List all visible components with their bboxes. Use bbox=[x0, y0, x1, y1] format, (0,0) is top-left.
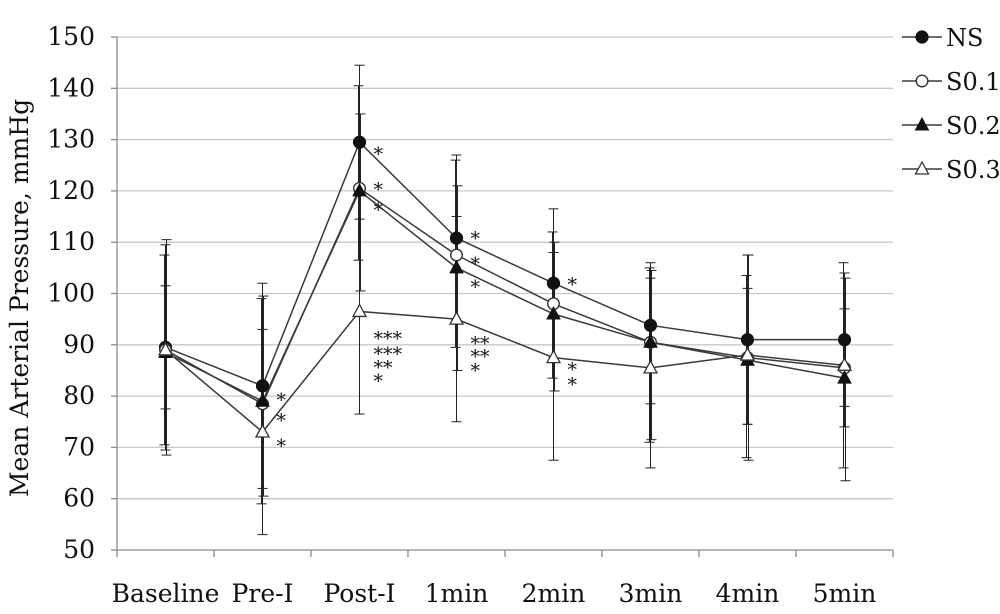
significance-annotations: ************************** bbox=[277, 143, 578, 457]
y-tick-label: 140 bbox=[47, 73, 95, 102]
significance-marker: * bbox=[568, 274, 578, 296]
significance-marker: * bbox=[471, 228, 481, 250]
marker-s0-3 bbox=[157, 341, 174, 356]
significance-marker: * bbox=[277, 436, 287, 458]
y-tick-label: 90 bbox=[63, 330, 95, 359]
marker-ns bbox=[643, 318, 658, 332]
significance-marker: * bbox=[568, 374, 578, 396]
significance-marker: * bbox=[374, 200, 384, 222]
significance-marker: * bbox=[374, 143, 384, 165]
significance-marker: * bbox=[374, 179, 384, 201]
marker-ns bbox=[546, 276, 561, 290]
marker-s0-2 bbox=[255, 393, 270, 407]
marker-s0-2 bbox=[352, 182, 367, 197]
legend-label-ns: NS bbox=[946, 24, 983, 52]
marker-ns bbox=[255, 379, 270, 393]
marker-s0-3 bbox=[545, 349, 562, 364]
significance-marker: * bbox=[471, 277, 481, 299]
significance-marker: * bbox=[374, 371, 384, 393]
significance-marker: ** bbox=[374, 357, 394, 379]
significance-marker: * bbox=[471, 254, 481, 276]
marker-s0-2 bbox=[837, 370, 852, 384]
marker-s0-2 bbox=[643, 334, 658, 348]
significance-marker: *** bbox=[374, 328, 403, 350]
y-tick-label: 70 bbox=[63, 432, 95, 461]
series-line-s0-3 bbox=[165, 310, 845, 434]
marker-ns bbox=[740, 333, 755, 347]
x-tick-label: 1min bbox=[425, 579, 489, 608]
legend-marker-s0-2 bbox=[914, 116, 930, 131]
x-tick-label: 2min bbox=[522, 579, 586, 608]
x-tick-label: Baseline bbox=[112, 579, 220, 608]
significance-marker: *** bbox=[374, 343, 403, 365]
data-markers bbox=[157, 135, 853, 438]
axes: 50 60 70 80 90 100 110 120 130 140 150 Baseline Pre-… bbox=[47, 22, 894, 608]
legend-label-s0-3: S0.3 bbox=[946, 156, 1000, 184]
y-tick-label: 80 bbox=[63, 381, 95, 410]
x-tick-label: Pre-I bbox=[232, 579, 294, 608]
legend-marker-ns bbox=[915, 30, 929, 44]
marker-ns bbox=[837, 333, 852, 347]
marker-ns bbox=[352, 135, 367, 149]
x-tick-label: 3min bbox=[619, 579, 683, 608]
marker-s0-3 bbox=[351, 303, 368, 318]
y-tick-label: 120 bbox=[47, 176, 95, 205]
y-tick-label: 60 bbox=[63, 484, 95, 513]
legend-label-s0-1: S0.1 bbox=[946, 68, 1000, 96]
marker-s0-2 bbox=[449, 259, 464, 274]
marker-s0-3 bbox=[836, 356, 853, 371]
legend-label-s0-2: S0.2 bbox=[946, 112, 1000, 140]
y-tick-label: 150 bbox=[47, 22, 95, 51]
y-axis-label: Mean Arterial Pressure, mmHg bbox=[5, 99, 34, 497]
x-tick-label: 5min bbox=[813, 579, 877, 608]
marker-s0-3 bbox=[739, 346, 756, 361]
significance-marker: * bbox=[471, 360, 481, 382]
series-lines bbox=[165, 140, 845, 434]
marker-s0-1 bbox=[450, 248, 464, 262]
legend-marker-s0-3 bbox=[914, 160, 930, 175]
gridlines bbox=[117, 36, 893, 500]
y-tick-label: 100 bbox=[47, 279, 95, 308]
marker-s0-3 bbox=[448, 310, 465, 325]
legend: NS S0.1 S0.2 S0.3 bbox=[902, 24, 1000, 184]
y-tick-label: 50 bbox=[63, 535, 95, 564]
marker-ns bbox=[449, 231, 464, 245]
significance-marker: ** bbox=[471, 346, 491, 368]
x-tick-label: Post-I bbox=[323, 579, 395, 608]
significance-marker: * bbox=[277, 390, 287, 412]
significance-marker: * bbox=[568, 359, 578, 381]
marker-s0-2 bbox=[546, 305, 561, 320]
significance-marker: ** bbox=[471, 333, 491, 355]
marker-s0-3 bbox=[254, 423, 271, 438]
series-line-ns bbox=[165, 140, 845, 387]
y-tick-label: 110 bbox=[47, 227, 95, 256]
x-tick-label: 4min bbox=[716, 579, 780, 608]
significance-marker: * bbox=[277, 410, 287, 432]
marker-s0-3 bbox=[642, 359, 659, 374]
legend-marker-s0-1 bbox=[915, 74, 929, 88]
y-tick-label: 130 bbox=[47, 125, 95, 154]
